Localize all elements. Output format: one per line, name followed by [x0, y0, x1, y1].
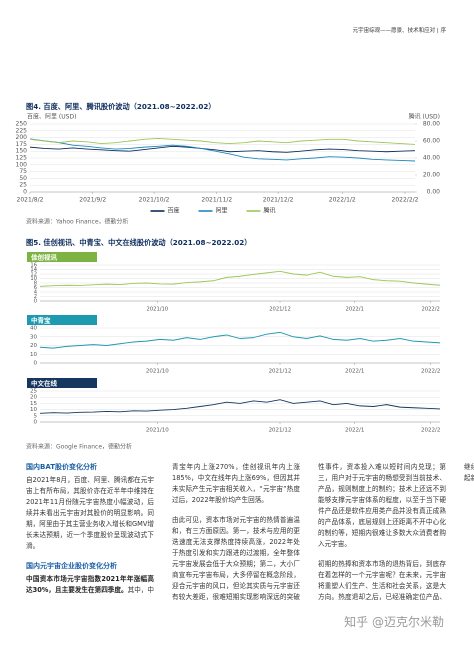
paragraph-text: 初期的热捧和资本市场的退热背后，到底存在着怎样的一个元宇宙呢？在未来，元宇宙将重… [318, 463, 474, 601]
x-tick-label: 2021/10 [146, 428, 169, 434]
paragraph: 由此可见，资本市场对元宇宙的热情普遍温和，有三方面原因。第一，技术与应用的更迭速… [172, 462, 446, 604]
x-tick-label: 2021/10 [147, 307, 169, 313]
y-tick-label: 40 [30, 326, 37, 332]
series-line [29, 137, 416, 145]
header: 元宇宙综观——愿景、技术和应对 | 序 [352, 28, 446, 34]
panel-label: 佳创视讯 [31, 252, 58, 261]
y2-axis-title: 腾讯 (USD) [409, 113, 440, 121]
y-tick-label: 10 [30, 352, 37, 358]
y-axis-title: 百度、阿里 (USD) [27, 113, 76, 121]
y-tick-label: 12 [30, 272, 37, 278]
paragraph-text: 其中，中青宝年内上涨270%，佳创视讯年内上涨185%，中文在线年内上涨69%，… [127, 463, 300, 594]
y-tick-label: 4 [34, 290, 38, 296]
x-tick-label: 2021/8/2 [17, 197, 44, 204]
x-tick-label: 2021/10/2 [139, 197, 170, 204]
y-tick-label: 75 [19, 168, 27, 175]
panel-label: 中青宝 [31, 315, 51, 324]
series-line [29, 145, 416, 153]
y-tick-label: 5 [34, 413, 38, 419]
y-tick-label: 150 [16, 148, 28, 155]
y-tick-label: 0 [34, 299, 37, 305]
panel-label-bg [27, 378, 97, 388]
y-tick-label: 25 [19, 182, 27, 189]
section-heading: 国内BAT股价变化分析 [26, 463, 97, 471]
x-tick-label: 2022/2 [421, 369, 440, 375]
x-tick-label: 2021/12 [269, 307, 291, 313]
x-tick-label: 2022/2/2 [392, 197, 419, 204]
y-tick-label: 10 [30, 407, 37, 413]
y-tick-label: 15 [30, 401, 37, 407]
y-tick-label: 2 [34, 294, 37, 300]
x-tick-label: 2022/1 [346, 307, 364, 313]
y-tick-label: 14 [30, 267, 37, 273]
paragraph: 中国资本市场元宇宙指数2021年年涨幅高达30%，且主要发生在第四季度。其中，中… [26, 462, 300, 604]
y2-tick-label: 40.00 [423, 155, 440, 162]
y2-tick-label: 20.00 [423, 172, 440, 179]
series-line [39, 331, 441, 349]
y-tick-label: 20 [30, 343, 37, 349]
y-tick-label: 16 [30, 263, 37, 269]
section-heading: 国内元宇宙企业股价变化分析 [26, 562, 117, 570]
y-tick-label: 50 [19, 175, 27, 182]
x-tick-label: 2022/1 [345, 369, 364, 375]
x-tick-label: 2022/2 [422, 307, 440, 313]
x-tick-label: 2022/1/2 [329, 197, 356, 204]
panel-label-bg [27, 315, 97, 325]
series-line [39, 270, 441, 287]
y-tick-label: 0 [23, 189, 27, 196]
x-tick-label: 2021/12/2 [263, 197, 294, 204]
y-tick-label: 8 [34, 281, 37, 287]
y-tick-label: 0 [34, 361, 38, 367]
legend-label: 腾讯 [264, 207, 276, 215]
y2-tick-label: 80.00 [423, 121, 440, 128]
y-tick-label: 225 [16, 127, 28, 134]
y-tick-label: 200 [16, 134, 28, 141]
y-tick-label: 250 [16, 121, 28, 128]
x-tick-label: 2022/1 [345, 428, 364, 434]
y2-tick-label: 60.00 [423, 138, 440, 145]
paragraph: 自2021年8月，百度、阿里、腾讯都在元宇宙上有所布局，其股价亦在近半年中维持在… [26, 475, 154, 552]
lead-text: 中国资本市场元宇宙指数2021年年涨幅高达30%，且主要发生在第四季度。 [26, 575, 154, 594]
y-tick-label: 10 [30, 276, 37, 282]
x-tick-label: 2021/11/2 [201, 197, 232, 204]
y2-tick-label: 0.00 [427, 189, 441, 196]
x-tick-label: 2021/12 [269, 369, 292, 375]
source: 资料来源：Yahoo Finance，德勤分析 [26, 218, 129, 226]
series-line [39, 399, 441, 414]
y-tick-label: 100 [16, 161, 28, 168]
x-tick-label: 2021/12 [269, 428, 292, 434]
panel-label: 中文在线 [31, 378, 58, 387]
body-text: 国内BAT股价变化分析自2021年8月，百度、阿里、腾讯都在元宇宙上有所布局，其… [26, 462, 474, 604]
y-tick-label: 25 [30, 389, 37, 395]
y-tick-label: 6 [34, 285, 37, 291]
x-tick-label: 2021/10 [146, 369, 169, 375]
x-tick-label: 2022/2 [421, 428, 440, 434]
paragraph-text: 由此可见，资本市场对元宇宙的热情普遍温和，有三方面原因。第一，技术与应用的更迭速… [172, 463, 446, 601]
legend-label: 百度 [168, 207, 180, 215]
legend-label: 阿里 [216, 207, 228, 215]
y-tick-label: 30 [30, 334, 37, 340]
x-tick-label: 2021/9/2 [79, 197, 106, 204]
watermark: 知乎 @迈克尔米勒 [344, 615, 444, 629]
figure-title: 图5. 佳创视讯、中青宝、中文在线股价波动（2021.08~2022.02） [26, 238, 251, 247]
paragraph: 初期的热捧和资本市场的退热背后，到底存在着怎样的一个元宇宙呢？在未来，元宇宙将重… [318, 462, 474, 604]
source: 资料来源：Google Finance，德勤分析 [26, 443, 132, 451]
y-tick-label: 175 [16, 141, 28, 148]
y-tick-label: 125 [16, 155, 28, 162]
y-tick-label: 20 [30, 395, 37, 401]
figure-title: 图4. 百度、阿里、腾讯股价波动（2021.08~2022.02） [26, 102, 216, 111]
y-tick-label: 0 [34, 420, 38, 426]
series-line [29, 138, 416, 162]
paragraph-text: 自2021年8月，百度、阿里、腾讯都在元宇宙上有所布局，其股价亦在近半年中维持在… [26, 476, 154, 550]
panel-label-bg [27, 252, 97, 262]
